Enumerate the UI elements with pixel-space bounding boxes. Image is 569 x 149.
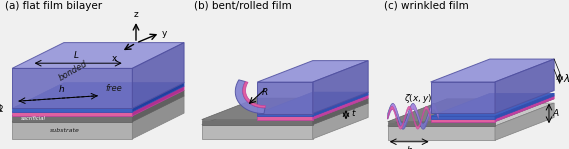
Polygon shape bbox=[313, 98, 368, 125]
Polygon shape bbox=[12, 122, 132, 139]
Text: (a) flat film bilayer: (a) flat film bilayer bbox=[5, 1, 102, 11]
Polygon shape bbox=[431, 82, 495, 113]
Polygon shape bbox=[431, 116, 495, 119]
Polygon shape bbox=[387, 122, 495, 126]
Polygon shape bbox=[202, 119, 313, 125]
Polygon shape bbox=[202, 98, 368, 119]
Text: free: free bbox=[106, 84, 122, 93]
Text: A: A bbox=[552, 109, 559, 118]
Polygon shape bbox=[202, 103, 368, 125]
Polygon shape bbox=[12, 86, 184, 112]
Polygon shape bbox=[431, 93, 554, 116]
Polygon shape bbox=[387, 99, 554, 122]
Polygon shape bbox=[12, 68, 132, 108]
Polygon shape bbox=[313, 61, 368, 114]
Polygon shape bbox=[132, 90, 184, 122]
Polygon shape bbox=[236, 80, 265, 114]
Polygon shape bbox=[495, 103, 554, 140]
Text: (b) bent/rolled film: (b) bent/rolled film bbox=[195, 1, 292, 11]
Polygon shape bbox=[313, 92, 368, 116]
Polygon shape bbox=[257, 92, 368, 114]
Text: 2: 2 bbox=[0, 105, 3, 114]
Text: bonded: bonded bbox=[57, 59, 89, 83]
Polygon shape bbox=[12, 96, 184, 122]
Polygon shape bbox=[387, 103, 554, 126]
Text: $\lambda$: $\lambda$ bbox=[563, 72, 569, 84]
Polygon shape bbox=[132, 43, 184, 108]
Text: h: h bbox=[59, 85, 65, 94]
Text: z: z bbox=[134, 10, 138, 19]
Text: y: y bbox=[162, 28, 167, 38]
Polygon shape bbox=[12, 116, 132, 122]
Polygon shape bbox=[257, 114, 313, 116]
Polygon shape bbox=[257, 82, 313, 114]
Polygon shape bbox=[12, 90, 184, 116]
Text: 1: 1 bbox=[0, 104, 3, 113]
Polygon shape bbox=[387, 106, 431, 129]
Polygon shape bbox=[132, 96, 184, 139]
Text: substrate: substrate bbox=[50, 128, 80, 133]
Polygon shape bbox=[431, 119, 495, 122]
Polygon shape bbox=[202, 125, 313, 139]
Polygon shape bbox=[243, 82, 266, 108]
Polygon shape bbox=[495, 93, 554, 119]
Text: sacrificial: sacrificial bbox=[22, 116, 46, 121]
Polygon shape bbox=[495, 96, 554, 122]
Polygon shape bbox=[12, 83, 184, 108]
Polygon shape bbox=[257, 61, 368, 82]
Polygon shape bbox=[132, 86, 184, 116]
Polygon shape bbox=[12, 43, 184, 68]
Text: $\zeta(x,y)$: $\zeta(x,y)$ bbox=[404, 93, 432, 105]
Polygon shape bbox=[431, 96, 554, 119]
Polygon shape bbox=[495, 59, 554, 113]
Text: x: x bbox=[112, 55, 117, 63]
Polygon shape bbox=[12, 108, 132, 112]
Polygon shape bbox=[313, 95, 368, 119]
Text: R: R bbox=[262, 89, 269, 97]
Polygon shape bbox=[387, 103, 438, 129]
Polygon shape bbox=[257, 116, 313, 119]
Polygon shape bbox=[431, 59, 554, 82]
Text: (c) wrinkled film: (c) wrinkled film bbox=[384, 1, 469, 11]
Polygon shape bbox=[12, 112, 132, 116]
Polygon shape bbox=[132, 83, 184, 112]
Polygon shape bbox=[313, 103, 368, 139]
Text: h: h bbox=[406, 146, 412, 149]
Polygon shape bbox=[387, 126, 495, 140]
Text: t: t bbox=[352, 109, 355, 118]
Polygon shape bbox=[257, 95, 368, 116]
Text: L: L bbox=[74, 51, 79, 60]
